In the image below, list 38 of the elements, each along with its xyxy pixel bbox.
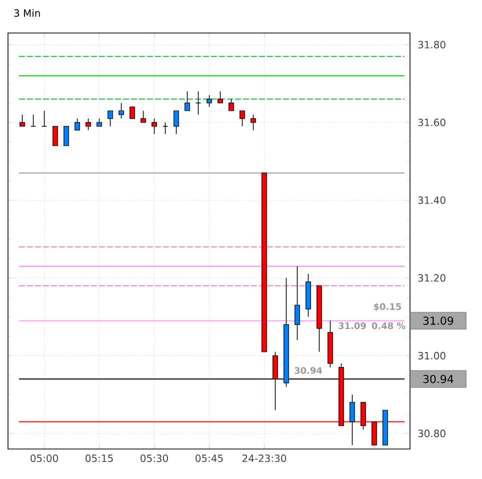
candlestick [206,94,212,108]
candlestick [74,118,80,131]
candlestick [86,118,92,131]
candlestick [184,90,190,112]
x-tick-label: 05:00 [30,454,58,462]
candlestick [195,90,202,116]
candlestick [140,110,146,123]
y-tick-label: 31.80 [418,40,446,48]
x-tick-label: 05:15 [86,454,113,462]
chart-title: 3 Min [14,9,40,17]
candlestick [218,90,223,104]
annotation: 31.09 [338,322,366,330]
candlestick [64,126,70,146]
candlestick [350,394,355,446]
annotation: 30.94 [294,367,322,374]
annotation: $0.15 [374,303,402,312]
candlestick [52,126,58,146]
candlestick [250,114,256,131]
y-tick-label: 31.00 [418,352,446,360]
candlestick [294,266,300,341]
y-tick-label: 31.20 [418,274,446,282]
y-tick-label: 30.80 [418,430,446,438]
annotation: 0.48 % [372,322,406,330]
candlestick [108,110,114,127]
ref-line-label: 30.94 [423,374,454,384]
x-tick-label: 05:45 [196,454,223,462]
candlestick [20,114,26,127]
y-tick-label: 31.40 [418,196,446,204]
y-tick-label: 31.60 [418,118,446,126]
candlestick [130,106,136,119]
candlestick [228,98,234,112]
candlestick [152,118,158,134]
ref-line-label: 31.09 [423,316,454,325]
candlestick [240,110,245,127]
x-tick-label: 05:30 [140,454,168,462]
candlestick [118,102,124,119]
x-tick-label: 24-23:30 [242,454,286,462]
candlestick [174,110,179,134]
